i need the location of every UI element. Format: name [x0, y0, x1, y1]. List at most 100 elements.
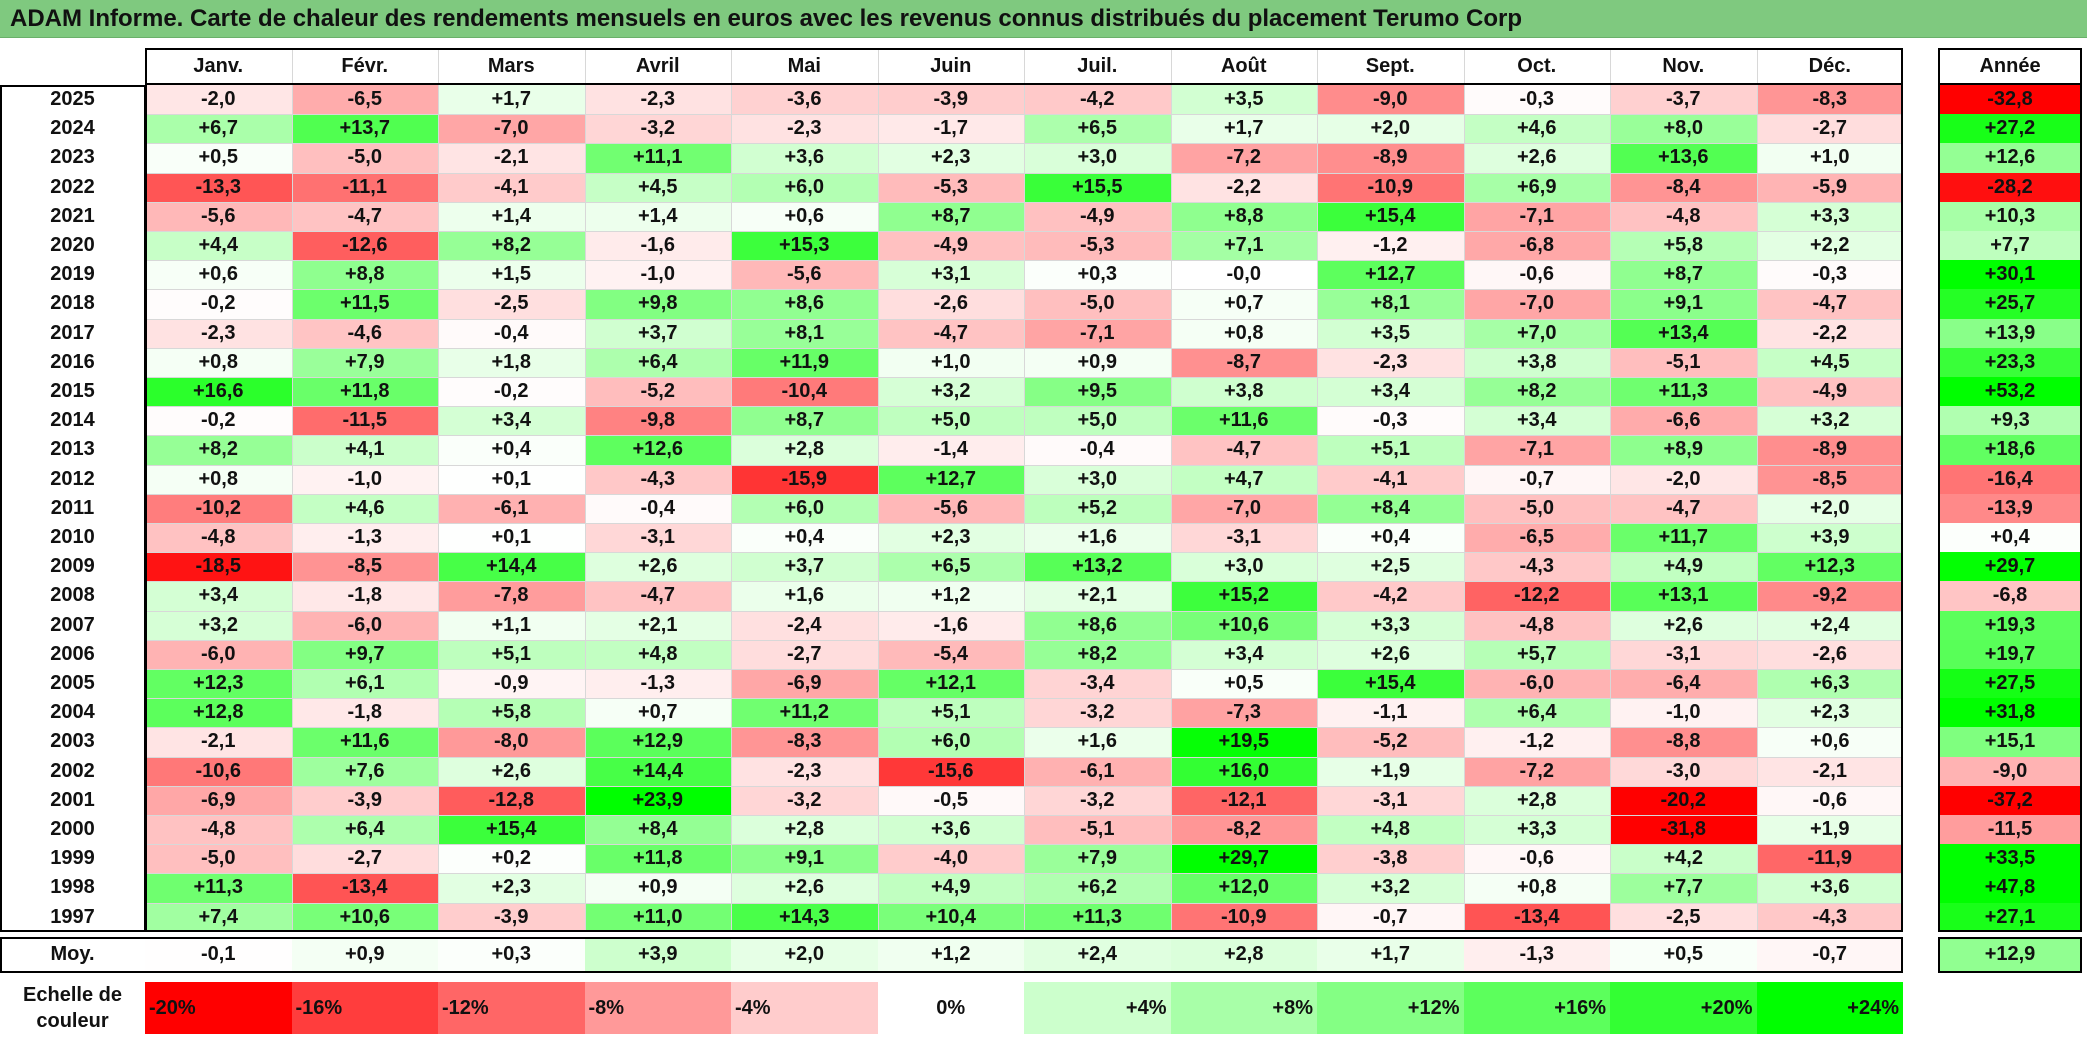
row-year-label: 2016	[50, 350, 95, 373]
heatmap-cell: +1,0	[877, 347, 1024, 377]
title-bar: ADAM Informe. Carte de chaleur des rende…	[0, 0, 2087, 38]
row-year-label: 2009	[50, 555, 95, 578]
row-year-label: 2025	[50, 88, 95, 111]
legend-swatch: +4%	[1024, 982, 1171, 1034]
heatmap-cell: +9,8	[584, 289, 731, 319]
column-gridline	[1170, 48, 1172, 932]
heatmap-cell: +2,0	[1756, 493, 1903, 523]
heatmap-cell: +8,8	[1170, 201, 1317, 231]
heatmap-cell: +4,6	[291, 493, 438, 523]
heatmap-cell: -5,3	[1024, 231, 1171, 261]
row-year-label: 2002	[50, 759, 95, 782]
annual-cell: +10,3	[1938, 201, 2082, 231]
heatmap-cell: -0,9	[438, 669, 585, 699]
heatmap-cell: +4,2	[1610, 844, 1757, 874]
heatmap-cell: -31,8	[1610, 815, 1757, 845]
heatmap-cell: -4,0	[877, 844, 1024, 874]
heatmap-cell: +8,4	[1317, 493, 1464, 523]
heatmap-cell: -3,9	[438, 902, 585, 932]
annual-cell: -6,8	[1938, 581, 2082, 611]
annual-cell: +9,3	[1938, 406, 2082, 436]
heatmap-cell: -4,7	[877, 318, 1024, 348]
heatmap-cell: +15,2	[1170, 581, 1317, 611]
heatmap-cell: -0,4	[1024, 435, 1171, 465]
heatmap-cell: -7,0	[438, 114, 585, 144]
column-gridline	[438, 48, 439, 932]
heatmap-cell: +15,4	[438, 815, 585, 845]
heatmap-cell: +3,7	[731, 552, 878, 582]
heatmap-cell: -7,8	[438, 581, 585, 611]
heatmap-cell: -1,0	[291, 464, 438, 494]
annual-cell: +27,2	[1938, 114, 2082, 144]
legend-label: Echelle de couleur	[0, 982, 145, 1034]
heatmap-cell: +3,2	[1317, 873, 1464, 903]
heatmap-cell: -8,0	[438, 727, 585, 757]
heatmap-cell: +2,0	[1317, 114, 1464, 144]
heatmap-cell: +12,3	[145, 669, 292, 699]
heatmap-cell: +7,4	[145, 902, 292, 932]
heatmap-cell: -15,9	[731, 464, 878, 494]
heatmap-cell: +12,6	[584, 435, 731, 465]
heatmap-cell: +8,4	[584, 815, 731, 845]
heatmap-cell: -12,8	[438, 785, 585, 815]
heatmap-cell: +10,6	[1170, 610, 1317, 640]
heatmap-cell: +0,8	[1463, 873, 1610, 903]
heatmap-cell: -13,3	[145, 172, 292, 202]
heatmap-cell: -6,0	[291, 610, 438, 640]
heatmap-cell: -8,5	[1756, 464, 1903, 494]
heatmap-cell: +3,6	[877, 815, 1024, 845]
row-year-label: 2003	[50, 730, 95, 753]
heatmap-cell: -3,2	[731, 785, 878, 815]
heatmap-cell: -5,1	[1024, 815, 1171, 845]
annual-cell: -16,4	[1938, 464, 2082, 494]
heatmap-cell: -4,1	[438, 172, 585, 202]
heatmap-cell: -0,3	[1463, 85, 1610, 115]
heatmap-cell: +1,9	[1317, 756, 1464, 786]
heatmap-cell: +2,8	[1463, 785, 1610, 815]
heatmap-cell: -0,7	[1463, 464, 1610, 494]
annual-cell: +30,1	[1938, 260, 2082, 290]
heatmap-cell: -20,2	[1610, 785, 1757, 815]
heatmap-cell: +16,0	[1170, 756, 1317, 786]
heatmap-cell: +1,4	[584, 201, 731, 231]
heatmap-cell: -4,3	[584, 464, 731, 494]
heatmap-cell: -8,3	[731, 727, 878, 757]
heatmap-cell: +1,6	[731, 581, 878, 611]
heatmap-cell: -10,6	[145, 756, 292, 786]
heatmap-cell: +0,1	[438, 523, 585, 553]
month-header: Mars	[487, 54, 535, 77]
heatmap-cell: +12,7	[877, 464, 1024, 494]
heatmap-cell: -1,6	[877, 610, 1024, 640]
heatmap-cell: +11,3	[1610, 377, 1757, 407]
heatmap-cell: +23,9	[584, 785, 731, 815]
heatmap-cell: -0,5	[877, 785, 1024, 815]
heatmap-cell: -7,1	[1463, 201, 1610, 231]
row-year-label: 2015	[50, 380, 95, 403]
legend-swatch: -8%	[584, 982, 731, 1034]
heatmap-cell: -4,3	[1756, 902, 1903, 932]
heatmap-cell: +2,1	[1024, 581, 1171, 611]
heatmap-cell: +8,8	[291, 260, 438, 290]
average-cell: +1,2	[877, 936, 1024, 973]
heatmap-cell: -1,3	[584, 669, 731, 699]
heatmap-cell: -3,7	[1610, 85, 1757, 115]
legend-swatch: -12%	[438, 982, 585, 1034]
heatmap-cell: +2,6	[584, 552, 731, 582]
heatmap-cell: -1,0	[1610, 698, 1757, 728]
heatmap-cell: +3,4	[145, 581, 292, 611]
heatmap-cell: -5,0	[291, 143, 438, 173]
heatmap-cell: +13,4	[1610, 318, 1757, 348]
heatmap-cell: +3,4	[438, 406, 585, 436]
heatmap-cell: +8,9	[1610, 435, 1757, 465]
heatmap-cell: -3,1	[1610, 639, 1757, 669]
chart-title: ADAM Informe. Carte de chaleur des rende…	[10, 5, 1522, 32]
month-header: Nov.	[1662, 54, 1705, 77]
heatmap-cell: +1,7	[1170, 114, 1317, 144]
heatmap-cell: +6,9	[1463, 172, 1610, 202]
annual-cell: -11,5	[1938, 815, 2082, 845]
heatmap-cell: +2,6	[731, 873, 878, 903]
row-year-label: 2005	[50, 672, 95, 695]
heatmap-cell: +8,7	[877, 201, 1024, 231]
heatmap-cell: -5,1	[1610, 347, 1757, 377]
heatmap-cell: +8,2	[1463, 377, 1610, 407]
